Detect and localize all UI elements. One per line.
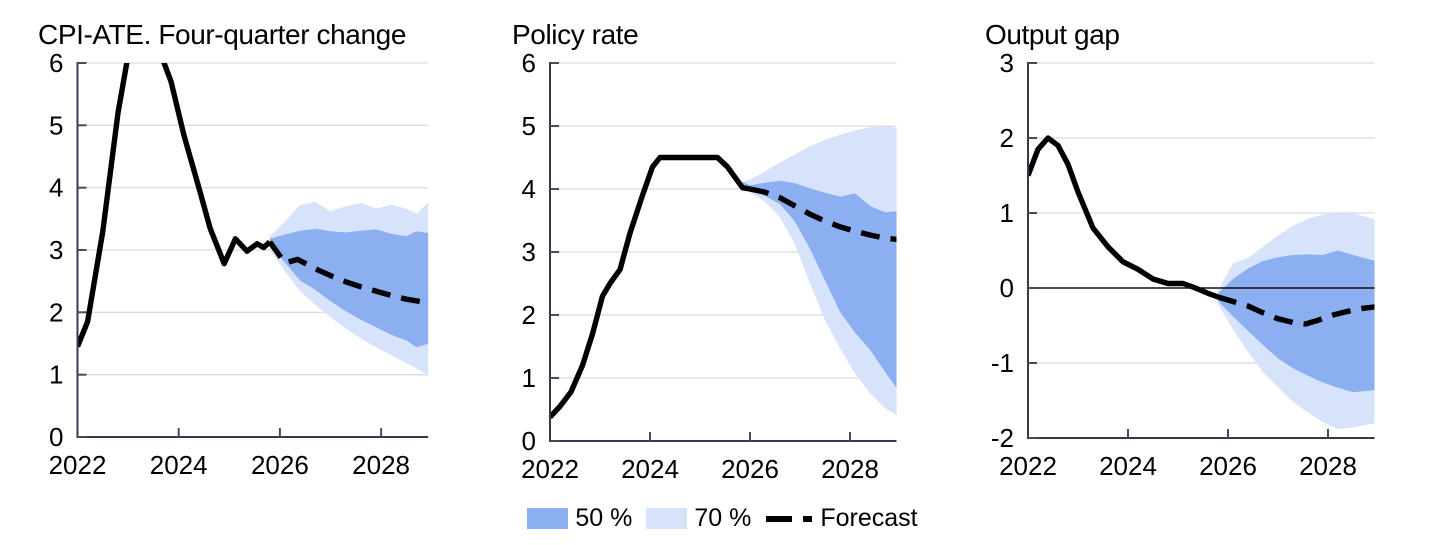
x-tick-label: 2026 — [1199, 451, 1257, 481]
history-line — [1028, 135, 1219, 300]
y-tick-label: 5 — [522, 111, 536, 141]
y-tick-label: 2 — [1000, 123, 1014, 153]
history-line — [550, 154, 751, 419]
history-line — [77, 63, 272, 348]
band-50 — [742, 180, 897, 388]
y-tick-label: 1 — [49, 360, 63, 390]
chart-panel-2: -2 -1 0 1 2 3 2022 2024 2026 2028 — [991, 48, 1375, 481]
x-tick-label: 2026 — [721, 454, 779, 484]
y-tick-label: -2 — [991, 423, 1014, 453]
y-tick-label: 5 — [49, 110, 63, 140]
chart-title-output-gap: Output gap — [985, 19, 1120, 50]
x-tick-label: 2022 — [521, 454, 579, 484]
legend-item-forecast: Forecast — [765, 504, 918, 533]
y-tick-label: 4 — [522, 174, 536, 204]
x-tick-label: 2024 — [150, 450, 208, 480]
y-tick-label: 3 — [522, 237, 536, 267]
y-tick-label: 0 — [1000, 273, 1014, 303]
y-tick-label: 3 — [1000, 48, 1014, 78]
y-tick-label: 0 — [49, 422, 63, 452]
legend-label-forecast: Forecast — [820, 504, 918, 532]
x-tick-label: 2026 — [251, 450, 309, 480]
legend-item-70-percent: 70 % — [646, 504, 751, 533]
y-tick-label: 4 — [49, 173, 63, 203]
x-tick-label: 2024 — [1099, 451, 1157, 481]
legend-label-50-percent: 50 % — [575, 504, 633, 532]
band-50 — [269, 228, 429, 348]
y-tick-label: 2 — [522, 300, 536, 330]
forecast-line — [749, 186, 897, 243]
legend-item-50-percent: 50 % — [527, 504, 632, 533]
chart-panel-0: 0 1 2 3 4 5 6 2022 2024 2026 2028 — [49, 48, 429, 480]
band-50 — [1218, 250, 1375, 393]
y-tick-label: 0 — [522, 426, 536, 456]
forecast-line — [1217, 294, 1375, 327]
legend: 50 % 70 % Forecast — [0, 504, 1445, 533]
x-tick-label: 2022 — [49, 450, 107, 480]
chart-title-cpi-ate: CPI-ATE. Four-quarter change — [38, 19, 406, 50]
chart-panel-1: 0 1 2 3 4 5 6 2022 2024 2026 2028 — [521, 48, 897, 484]
y-tick-label: 1 — [1000, 198, 1014, 228]
y-tick-label: 6 — [49, 48, 63, 78]
x-tick-label: 2028 — [1299, 451, 1357, 481]
band-50-swatch — [527, 508, 569, 529]
legend-label-70-percent: 70 % — [694, 504, 752, 532]
y-tick-label: 3 — [49, 235, 63, 265]
forecast-dash-icon — [766, 515, 813, 522]
x-tick-label: 2028 — [352, 450, 410, 480]
y-tick-label: 2 — [49, 297, 63, 327]
band-70-swatch — [646, 508, 688, 529]
forecast-line — [267, 240, 429, 306]
y-tick-label: -1 — [991, 348, 1014, 378]
x-tick-label: 2022 — [999, 451, 1057, 481]
x-tick-label: 2024 — [621, 454, 679, 484]
x-tick-label: 2028 — [821, 454, 879, 484]
chart-title-policy-rate: Policy rate — [512, 19, 639, 50]
y-tick-label: 1 — [522, 363, 536, 393]
y-tick-label: 6 — [522, 48, 536, 78]
